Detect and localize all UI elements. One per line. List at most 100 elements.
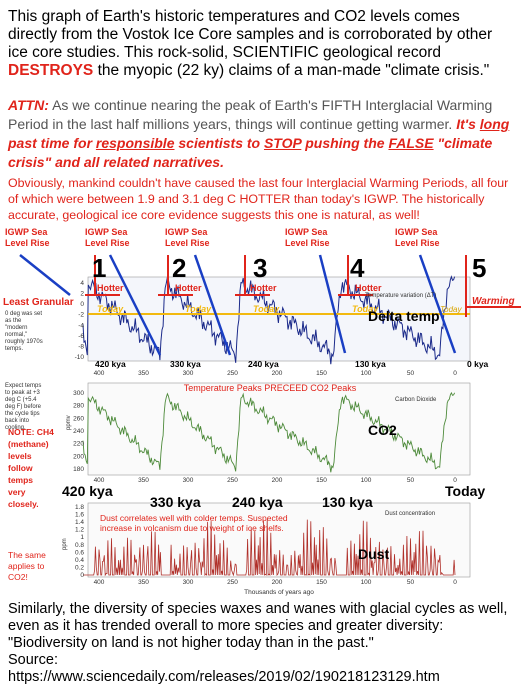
attn-text: ATTN: As we continue nearing the peak of… [0,94,521,175]
intro-text: This graph of Earth's historic temperatu… [0,0,521,94]
source-url: https://www.sciencedaily.com/releases/20… [8,669,440,685]
expect-note: the cycle tips [5,411,40,417]
kya-big: 240 kya [232,494,283,510]
call-emphasis: long [479,116,510,132]
x-tick-label: 50 [407,579,415,586]
dust-curve [83,519,456,577]
x-tick-label: 250 [227,370,238,377]
dust-label: Dust [358,546,389,562]
least-granular: Least Granular [3,297,74,308]
temp-tick-label: -6 [78,333,84,340]
kya-big: 330 kya [150,494,201,510]
call-segment: "climate crisis" and all related narrati… [8,135,493,170]
sea-label: Level Rise [285,238,330,248]
kya-label: 330 kya [170,359,201,369]
warming-label: Warming [472,296,515,307]
period-number: 2 [172,253,186,283]
call-segment: It's [456,116,480,132]
ch4-note: levels [8,451,32,461]
temp-tick-label: -10 [75,354,85,361]
call-segment: scientists to [174,135,264,151]
sea-label: IGWP Sea [85,227,128,237]
source-label: Source: [8,652,58,668]
x-tick-label: 250 [227,477,238,484]
expect-note: cooling. [5,425,26,431]
x-tick-label: 400 [94,579,105,586]
x-tick-label: 350 [138,579,149,586]
today-label: Today [97,304,124,314]
graph-image: 420-2-4-6-8-103002802602402202001801.81.… [0,225,521,597]
today-label: Today [253,304,280,314]
co2-tick-label: 240 [73,428,84,435]
x-tick-label: 50 [407,477,415,484]
co2-label: CO2 [368,422,397,438]
co2-tick-label: 300 [73,390,84,397]
zero-note: normal," [5,332,27,338]
x-tick-label: 200 [272,579,283,586]
x-tick-label: 0 [453,370,457,377]
expect-note: deg C (+5.4 [5,397,37,403]
zero-note: 0 deg was set [5,311,42,317]
dust-tick-label: 0.8 [75,542,84,549]
expect-note: to peak at +3 [5,390,41,396]
x-tick-label: 0 [453,477,457,484]
dust-tick-label: 1 [80,534,84,541]
temp-tick-label: 2 [80,291,84,298]
x-tick-label: 150 [316,579,327,586]
ch4-note: closely. [8,499,39,509]
x-tick-label: 250 [227,579,238,586]
x-tick-label: 400 [94,370,105,377]
intro-emphasis: DESTROYS [8,62,94,79]
hotter-label: Hotter [250,283,277,293]
x-tick-label: 150 [316,370,327,377]
dust-tick-label: 1.8 [75,504,84,511]
call-segment: pushing the [301,135,389,151]
sea-label: Level Rise [395,238,440,248]
call-emphasis: FALSE [388,135,434,151]
dust-tick-label: 0.2 [75,564,84,571]
x-tick-label: 100 [361,579,372,586]
expect-note: deg F) before [5,404,42,410]
sea-label: Level Rise [165,238,210,248]
today-label: Today [440,305,463,314]
blue-arrow [418,254,457,354]
co2-unit: ppmv [66,415,72,430]
co2-curve [82,391,456,473]
blue-arrow [193,254,232,356]
intro-segment: This graph of Earth's historic temperatu… [8,8,493,61]
outro-text: Similarly, the diversity of species waxe… [8,601,508,651]
same-note: applies to [8,561,45,571]
co2-tick-label: 220 [73,441,84,448]
kya-label: 420 kya [95,359,126,369]
zero-note: roughly 1970s [5,339,43,345]
x-tick-label: 350 [138,370,149,377]
hotter-label: Hotter [97,283,124,293]
zero-note: as the [5,318,22,324]
outro: Similarly, the diversity of species waxe… [0,597,521,686]
ch4-note: NOTE: CH4 [8,427,54,437]
call-segment: past time for [8,135,96,151]
zero-note: temps. [5,346,23,352]
sea-label: IGWP Sea [285,227,328,237]
co2-tick-label: 280 [73,403,84,410]
sea-label: Level Rise [5,238,50,248]
x-tick-label: 300 [183,579,194,586]
temp-tick-label: -8 [78,343,84,350]
sea-label: IGWP Sea [165,227,208,237]
dust-note: increase in volcanism due to weight of i… [100,523,284,533]
x-tick-label: 100 [361,477,372,484]
today-label: Today [185,304,212,314]
delta-label: Delta temp [368,308,440,324]
dust-legend: Dust concentration [385,511,435,517]
co2-tick-label: 180 [73,466,84,473]
x-tick-label: 400 [94,477,105,484]
blue-arrow [19,254,71,296]
kya-big: Today [445,483,485,499]
x-tick-label: 100 [361,370,372,377]
call-emphasis: STOP [263,135,302,151]
kya-big: 130 kya [322,494,373,510]
sea-label: IGWP Sea [395,227,438,237]
ch4-note: follow [8,463,33,473]
co2-tick-label: 260 [73,415,84,422]
